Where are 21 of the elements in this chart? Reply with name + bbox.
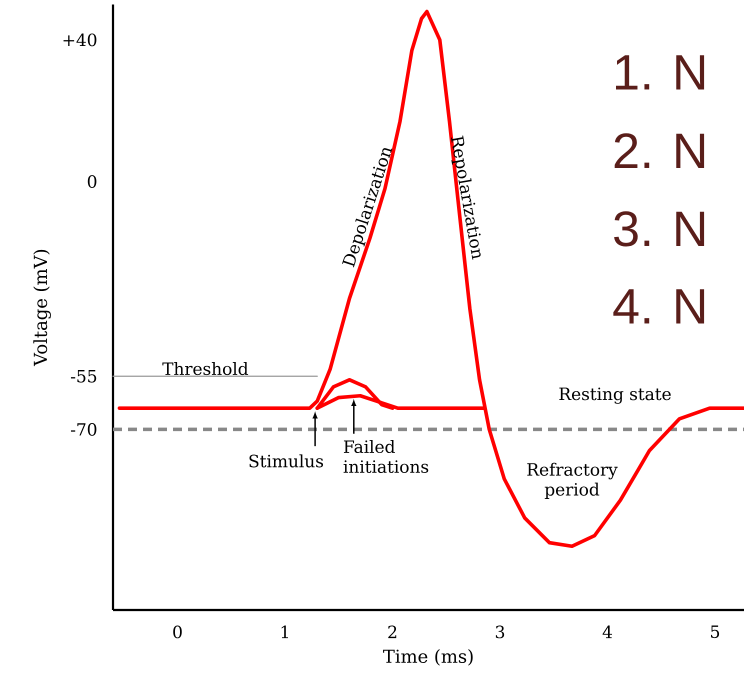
annotation: 3. N xyxy=(614,211,704,246)
annotation: Refractory period xyxy=(527,462,618,500)
x-axis-title: Time (ms) xyxy=(383,649,473,666)
x-tick-label: 3 xyxy=(496,625,504,638)
series-label: Threshold xyxy=(162,362,248,376)
x-tick-label: 5 xyxy=(711,626,720,638)
y-tick-label: +40 xyxy=(64,33,96,46)
annotation: 2. N xyxy=(614,133,704,168)
x-tick-label: 0 xyxy=(173,625,182,638)
y-tick-label: -55 xyxy=(70,370,96,383)
y-axis-title: Voltage (mV) xyxy=(33,250,51,366)
y-tick-label: -70 xyxy=(70,422,96,436)
x-tick-label: 2 xyxy=(388,625,396,638)
annotation: 1. N xyxy=(616,55,704,90)
annotation: Failed initiations xyxy=(344,440,428,473)
y-tick-label: 0 xyxy=(88,175,96,188)
x-tick-label: 1 xyxy=(282,625,288,638)
annotation: 4. N xyxy=(613,289,704,324)
annotation: Stimulus xyxy=(250,454,324,468)
x-tick-label: 4 xyxy=(602,625,612,638)
annotation: Resting state xyxy=(559,388,671,404)
